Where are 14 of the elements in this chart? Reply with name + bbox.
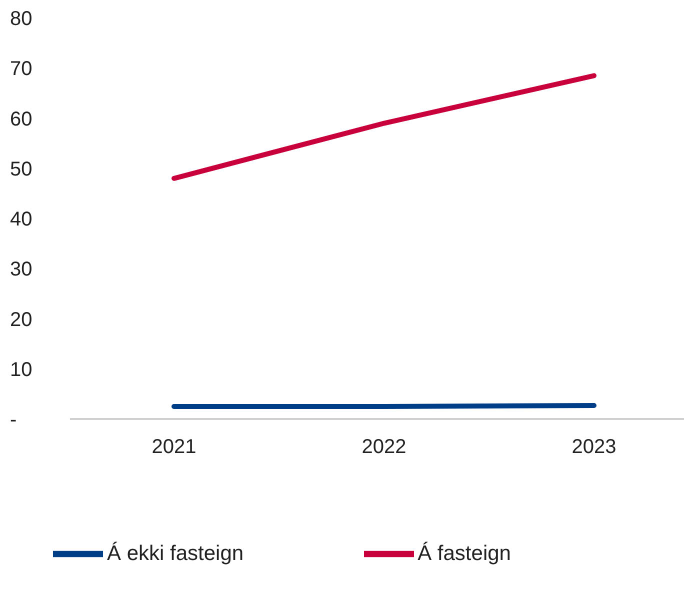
x-tick-label: 2022 xyxy=(362,436,406,458)
x-tick-label: 2021 xyxy=(152,436,196,458)
y-tick-label: 30 xyxy=(10,258,32,281)
y-tick-label: 70 xyxy=(10,58,32,80)
y-tick-label: 10 xyxy=(10,358,32,381)
y-tick-label: - xyxy=(10,409,17,432)
y-tick-label: 40 xyxy=(10,208,32,231)
y-tick-label: 20 xyxy=(10,308,32,331)
legend-label: Á ekki fasteign xyxy=(107,542,244,565)
y-tick-label: 60 xyxy=(10,108,32,130)
y-tick-label: 50 xyxy=(10,158,32,180)
y-tick-label: 80 xyxy=(10,8,32,30)
x-tick-label: 2023 xyxy=(572,436,616,458)
legend-label: Á fasteign xyxy=(418,542,511,565)
